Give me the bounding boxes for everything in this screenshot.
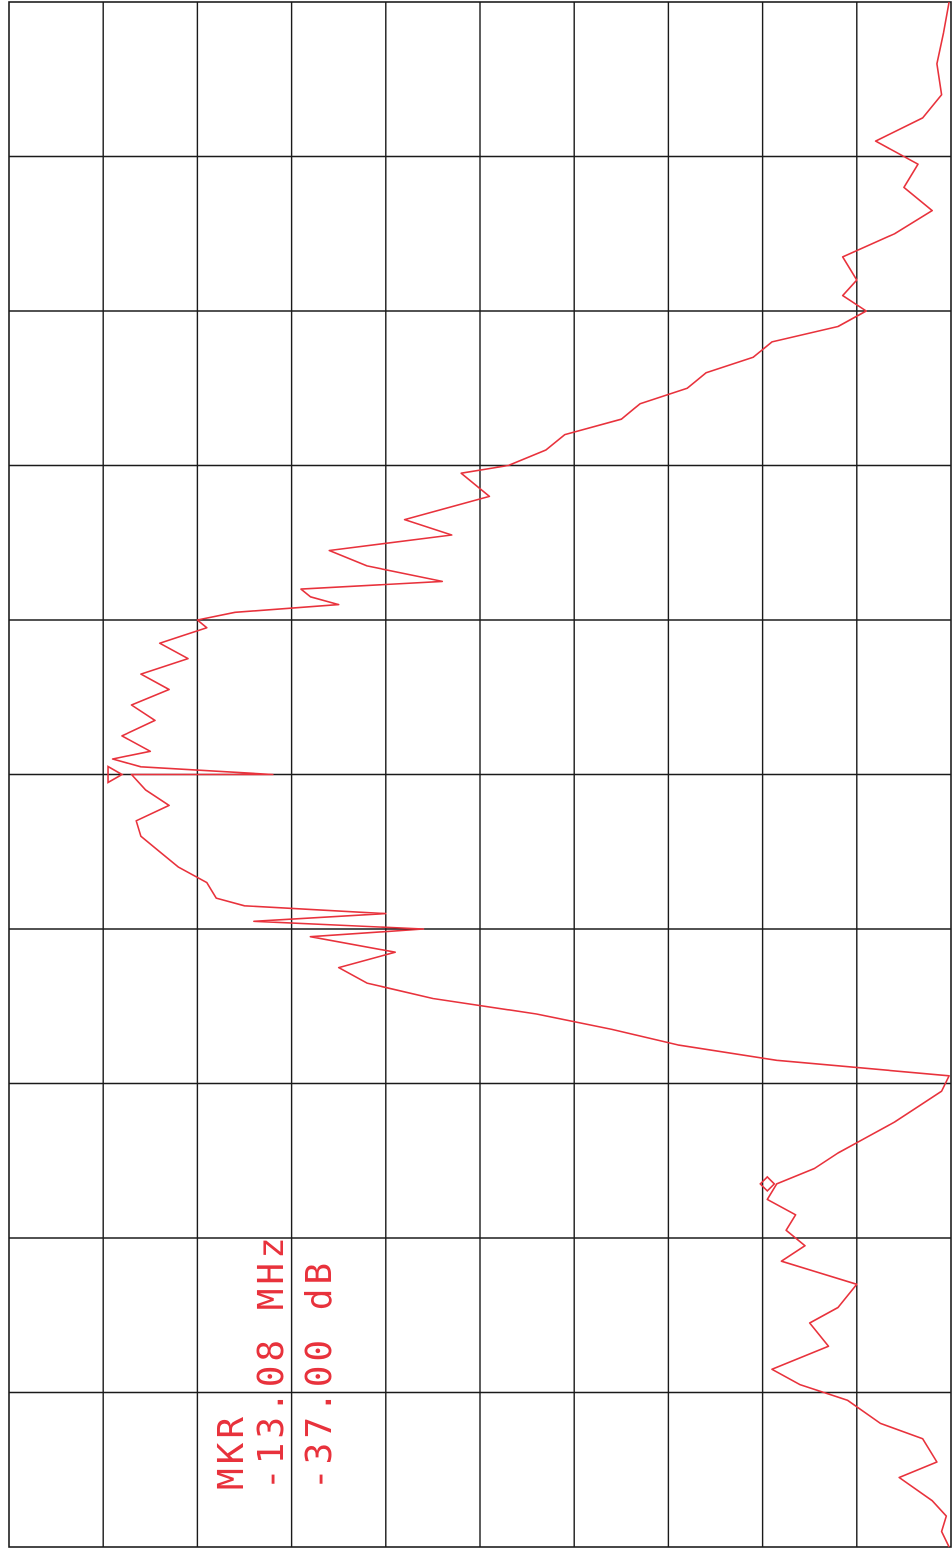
marker-level: -37.00 dB (299, 1259, 340, 1490)
marker-layer (108, 767, 774, 1191)
marker-label: MKR (211, 1413, 252, 1490)
marker-frequency: -13.08 MHz (251, 1233, 292, 1490)
marker-readout: MKR -13.08 MHz -37.00 dB (211, 1233, 340, 1490)
